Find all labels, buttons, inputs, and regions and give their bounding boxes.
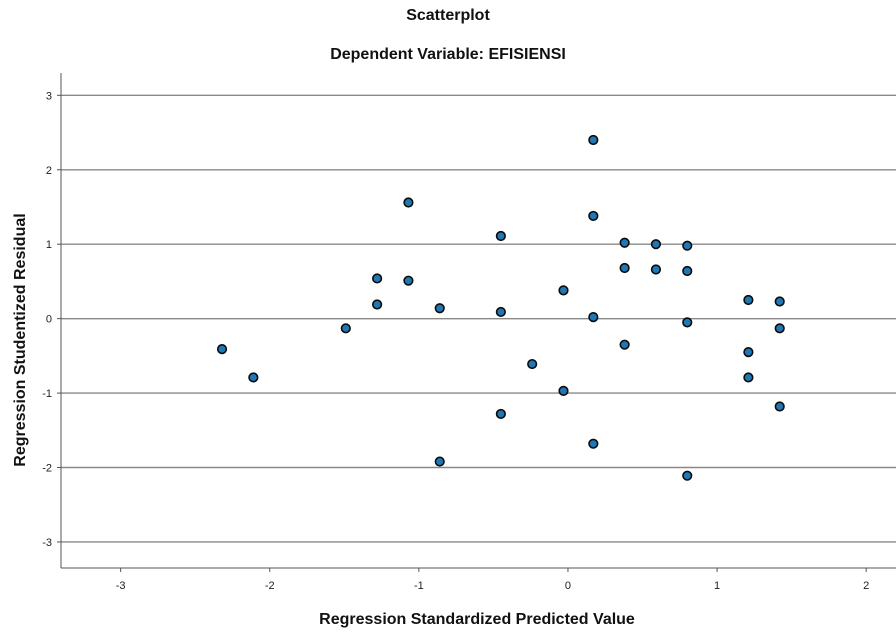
y-tick-label: -1 (42, 388, 52, 400)
data-point (216, 344, 228, 355)
x-tick-label: 2 (863, 580, 869, 592)
data-point (372, 273, 383, 284)
x-tick-label: 0 (565, 580, 571, 592)
data-point (588, 438, 599, 449)
y-tick-label: 2 (46, 165, 52, 177)
data-point (682, 265, 693, 277)
data-point (650, 239, 662, 250)
gridlines (61, 94, 896, 543)
data-point (682, 317, 693, 328)
data-point (558, 385, 569, 396)
x-tick-label: -2 (265, 580, 275, 592)
data-point (495, 408, 506, 420)
data-point (340, 323, 351, 334)
data-point (403, 275, 414, 286)
axes (60, 73, 896, 569)
data-point (682, 470, 693, 481)
x-axis-label: Regression Standardized Predicted Value (319, 611, 635, 628)
data-point (558, 285, 569, 296)
data-point (403, 197, 414, 208)
data-points (216, 134, 785, 481)
data-point (619, 237, 630, 248)
x-axis-ticks: -3 -2 -1 0 1 2 (116, 568, 869, 592)
data-point (619, 339, 630, 350)
data-point (743, 347, 754, 358)
data-point (650, 264, 662, 275)
data-point (372, 299, 383, 310)
x-tick-label: -1 (414, 580, 424, 592)
chart-subtitle: Dependent Variable: EFISIENSI (330, 46, 566, 63)
data-point (774, 401, 785, 412)
data-point (495, 306, 506, 318)
y-tick-label: -2 (42, 463, 52, 475)
data-point (248, 372, 259, 383)
y-axis-ticks: 3 2 1 0 -1 -2 -3 (42, 90, 61, 549)
data-point (743, 372, 754, 383)
chart-title: Scatterplot (406, 7, 490, 24)
data-point (682, 240, 693, 251)
y-tick-label: 1 (46, 239, 52, 251)
data-point (434, 303, 445, 314)
x-tick-label: -3 (116, 580, 126, 592)
data-point (619, 262, 630, 274)
data-point (588, 312, 599, 323)
data-point (588, 210, 599, 222)
data-point (527, 358, 538, 370)
data-point (774, 296, 785, 307)
data-point (434, 456, 445, 467)
data-point (743, 294, 754, 306)
y-axis-label: Regression Studentized Residual (12, 213, 29, 467)
data-point (588, 134, 599, 146)
y-tick-label: 0 (46, 314, 52, 326)
data-point (495, 230, 506, 242)
y-tick-label: -3 (42, 537, 52, 549)
y-tick-label: 3 (46, 90, 52, 102)
x-tick-label: 1 (714, 580, 720, 592)
data-point (774, 323, 785, 334)
